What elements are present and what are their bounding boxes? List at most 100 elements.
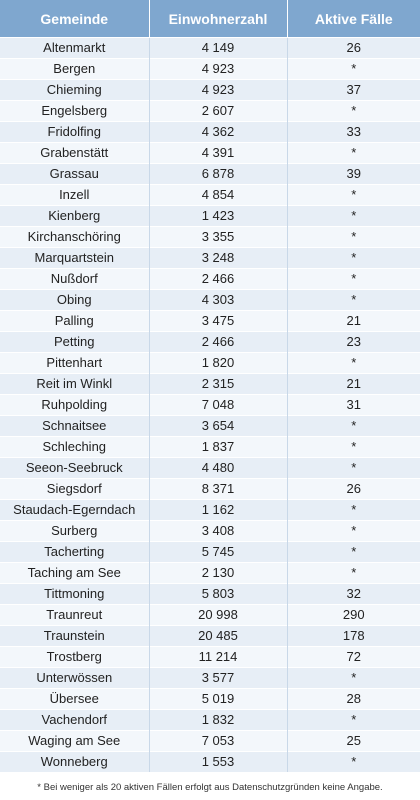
header-gemeinde: Gemeinde bbox=[0, 0, 149, 38]
cell-einwohnerzahl: 11 214 bbox=[148, 646, 287, 668]
cell-einwohnerzahl: 3 248 bbox=[148, 247, 287, 269]
cell-einwohnerzahl: 5 019 bbox=[148, 688, 287, 710]
table-row: Waging am See 7 053 25 bbox=[0, 730, 420, 752]
cell-aktive-faelle: * bbox=[286, 499, 420, 521]
table-row: Engelsberg 2 607 * bbox=[0, 100, 420, 122]
table-row: Traunreut 20 998 290 bbox=[0, 604, 420, 626]
cell-einwohnerzahl: 1 820 bbox=[148, 352, 287, 374]
cell-gemeinde: Fridolfing bbox=[0, 121, 149, 143]
cell-gemeinde: Marquartstein bbox=[0, 247, 149, 269]
table-header: Gemeinde Einwohnerzahl Aktive Fälle bbox=[0, 0, 420, 38]
cell-aktive-faelle: * bbox=[286, 415, 420, 437]
cell-einwohnerzahl: 3 408 bbox=[148, 520, 287, 542]
table-row: Bergen 4 923 * bbox=[0, 58, 420, 80]
cell-gemeinde: Reit im Winkl bbox=[0, 373, 149, 395]
table-row: Schleching 1 837 * bbox=[0, 436, 420, 458]
cell-aktive-faelle: * bbox=[286, 268, 420, 290]
cell-einwohnerzahl: 20 998 bbox=[148, 604, 287, 626]
cell-gemeinde: Nußdorf bbox=[0, 268, 149, 290]
table-row: Taching am See 2 130 * bbox=[0, 562, 420, 584]
cell-einwohnerzahl: 3 654 bbox=[148, 415, 287, 437]
table-row: Palling 3 475 21 bbox=[0, 310, 420, 332]
cell-aktive-faelle: * bbox=[286, 226, 420, 248]
cell-einwohnerzahl: 2 466 bbox=[148, 268, 287, 290]
cell-gemeinde: Grassau bbox=[0, 163, 149, 185]
table-row: Grabenstätt 4 391 * bbox=[0, 142, 420, 164]
table-row: Nußdorf 2 466 * bbox=[0, 268, 420, 290]
cell-aktive-faelle: * bbox=[286, 457, 420, 479]
table-row: Kirchanschöring 3 355 * bbox=[0, 226, 420, 248]
cell-gemeinde: Grabenstätt bbox=[0, 142, 149, 164]
cell-aktive-faelle: * bbox=[286, 352, 420, 374]
cell-einwohnerzahl: 4 923 bbox=[148, 58, 287, 80]
cell-aktive-faelle: 25 bbox=[286, 730, 420, 752]
table-row: Staudach-Egerndach 1 162 * bbox=[0, 499, 420, 521]
table-row: Siegsdorf 8 371 26 bbox=[0, 478, 420, 500]
cell-einwohnerzahl: 1 837 bbox=[148, 436, 287, 458]
cell-einwohnerzahl: 1 423 bbox=[148, 205, 287, 227]
cell-einwohnerzahl: 1 553 bbox=[148, 751, 287, 772]
cell-gemeinde: Altenmarkt bbox=[0, 37, 149, 59]
cell-gemeinde: Tittmoning bbox=[0, 583, 149, 605]
cell-aktive-faelle: 290 bbox=[286, 604, 420, 626]
cell-einwohnerzahl: 1 162 bbox=[148, 499, 287, 521]
table-row: Unterwössen 3 577 * bbox=[0, 667, 420, 689]
table-row: Reit im Winkl 2 315 21 bbox=[0, 373, 420, 395]
cell-einwohnerzahl: 1 832 bbox=[148, 709, 287, 731]
cell-gemeinde: Siegsdorf bbox=[0, 478, 149, 500]
cell-aktive-faelle: * bbox=[286, 100, 420, 122]
cell-einwohnerzahl: 4 303 bbox=[148, 289, 287, 311]
cell-einwohnerzahl: 4 923 bbox=[148, 79, 287, 101]
cell-gemeinde: Schleching bbox=[0, 436, 149, 458]
cell-gemeinde: Seeon-Seebruck bbox=[0, 457, 149, 479]
cell-gemeinde: Chieming bbox=[0, 79, 149, 101]
table-row: Traunstein 20 485 178 bbox=[0, 625, 420, 647]
cell-aktive-faelle: 21 bbox=[286, 373, 420, 395]
table-row: Tacherting 5 745 * bbox=[0, 541, 420, 563]
cell-aktive-faelle: 32 bbox=[286, 583, 420, 605]
table-row: Fridolfing 4 362 33 bbox=[0, 121, 420, 143]
table-row: Surberg 3 408 * bbox=[0, 520, 420, 542]
cell-gemeinde: Wonneberg bbox=[0, 751, 149, 772]
cell-gemeinde: Palling bbox=[0, 310, 149, 332]
cell-aktive-faelle: 26 bbox=[286, 37, 420, 59]
table-row: Ruhpolding 7 048 31 bbox=[0, 394, 420, 416]
cell-gemeinde: Kienberg bbox=[0, 205, 149, 227]
cell-einwohnerzahl: 5 745 bbox=[148, 541, 287, 563]
cell-aktive-faelle: * bbox=[286, 436, 420, 458]
cell-einwohnerzahl: 3 577 bbox=[148, 667, 287, 689]
cell-aktive-faelle: 31 bbox=[286, 394, 420, 416]
table-row: Inzell 4 854 * bbox=[0, 184, 420, 206]
cell-einwohnerzahl: 7 048 bbox=[148, 394, 287, 416]
cell-aktive-faelle: 28 bbox=[286, 688, 420, 710]
cell-gemeinde: Engelsberg bbox=[0, 100, 149, 122]
cell-aktive-faelle: * bbox=[286, 247, 420, 269]
cell-gemeinde: Kirchanschöring bbox=[0, 226, 149, 248]
cell-einwohnerzahl: 2 607 bbox=[148, 100, 287, 122]
cell-aktive-faelle: * bbox=[286, 709, 420, 731]
cell-gemeinde: Pittenhart bbox=[0, 352, 149, 374]
cell-aktive-faelle: * bbox=[286, 541, 420, 563]
cell-gemeinde: Waging am See bbox=[0, 730, 149, 752]
cell-gemeinde: Obing bbox=[0, 289, 149, 311]
header-aktive-faelle: Aktive Fälle bbox=[286, 0, 420, 38]
cell-einwohnerzahl: 2 130 bbox=[148, 562, 287, 584]
cell-aktive-faelle: * bbox=[286, 58, 420, 80]
cell-aktive-faelle: * bbox=[286, 289, 420, 311]
header-einwohnerzahl: Einwohnerzahl bbox=[148, 0, 287, 38]
table-row: Pittenhart 1 820 * bbox=[0, 352, 420, 374]
cell-aktive-faelle: * bbox=[286, 562, 420, 584]
table-row: Wonneberg 1 553 * bbox=[0, 751, 420, 772]
cell-einwohnerzahl: 7 053 bbox=[148, 730, 287, 752]
cell-gemeinde: Übersee bbox=[0, 688, 149, 710]
cell-aktive-faelle: 37 bbox=[286, 79, 420, 101]
cell-einwohnerzahl: 4 854 bbox=[148, 184, 287, 206]
cell-aktive-faelle: 33 bbox=[286, 121, 420, 143]
cell-einwohnerzahl: 5 803 bbox=[148, 583, 287, 605]
cell-aktive-faelle: 21 bbox=[286, 310, 420, 332]
cell-gemeinde: Tacherting bbox=[0, 541, 149, 563]
cell-gemeinde: Surberg bbox=[0, 520, 149, 542]
cell-aktive-faelle: * bbox=[286, 667, 420, 689]
table-row: Marquartstein 3 248 * bbox=[0, 247, 420, 269]
